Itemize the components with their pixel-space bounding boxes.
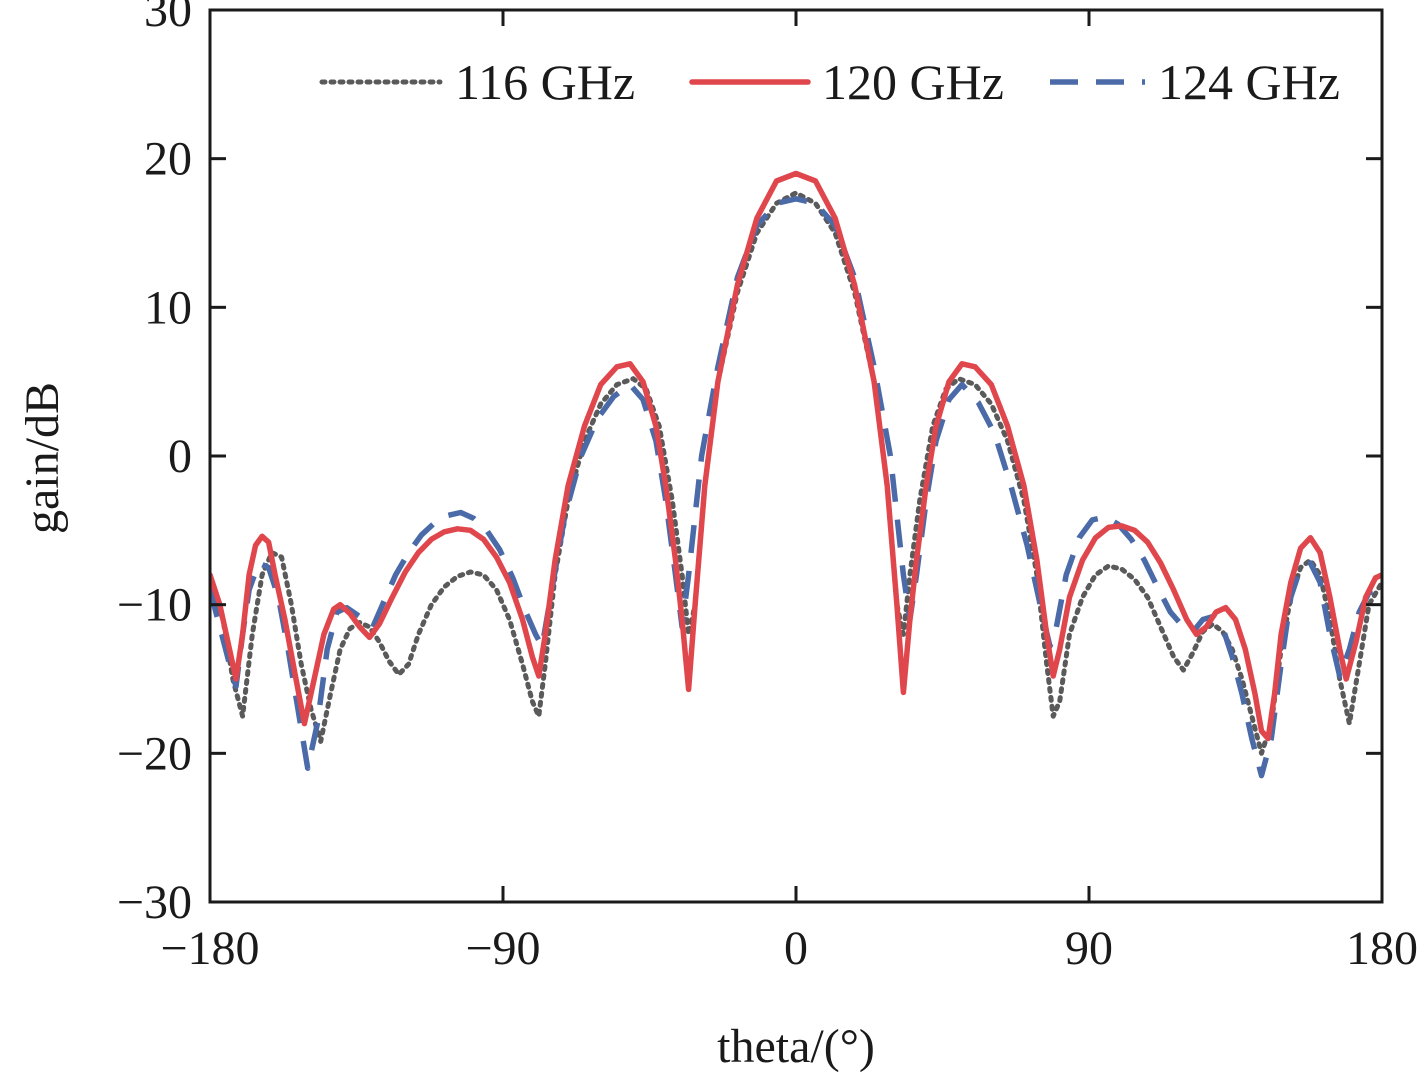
series-line-116-ghz (210, 190, 1382, 756)
y-tick-label: −10 (117, 579, 192, 632)
y-tick-label: 10 (144, 281, 192, 334)
y-tick-label: −30 (117, 876, 192, 929)
series-line-124-ghz (210, 196, 1382, 779)
legend-label: 120 GHz (822, 54, 1004, 110)
x-tick-label: 180 (1346, 922, 1418, 975)
legend-label: 124 GHz (1158, 54, 1340, 110)
y-tick-label: −20 (117, 727, 192, 780)
x-tick-label: 0 (784, 922, 808, 975)
series-layer (210, 170, 1382, 779)
series-line-120-ghz (210, 170, 1382, 742)
y-axis-label: gain/dB (16, 382, 69, 534)
x-tick-label: −90 (465, 922, 540, 975)
y-tick-label: 30 (144, 0, 192, 37)
x-axis-label: theta/(°) (717, 1020, 875, 1073)
y-tick-label: 0 (168, 430, 192, 483)
ticks-layer: −180 −90 0 90 180 −30 −20 −10 0 10 20 30 (117, 0, 1418, 975)
y-tick-label: 20 (144, 133, 192, 186)
legend-label: 116 GHz (455, 54, 635, 110)
x-tick-label: −180 (160, 922, 259, 975)
x-tick-label: 90 (1065, 922, 1113, 975)
legend: 116 GHz 120 GHz 124 GHz (319, 54, 1340, 110)
